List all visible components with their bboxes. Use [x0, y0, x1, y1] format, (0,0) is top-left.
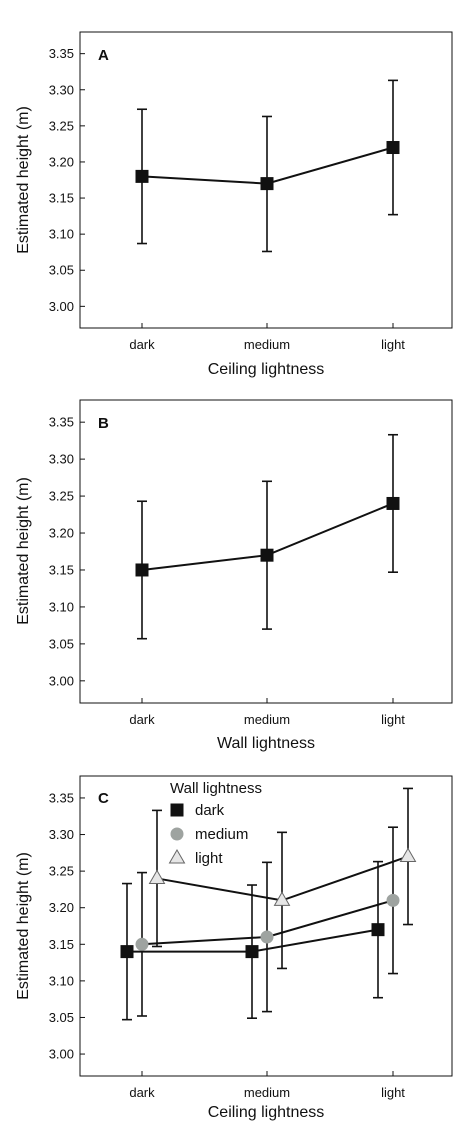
legend-marker-circle — [170, 827, 184, 841]
legend-marker-square — [170, 803, 184, 817]
panel-b-yticks: 3.00 3.05 3.10 3.15 3.20 3.25 3.30 3.35 — [49, 415, 85, 688]
data-point-square — [386, 496, 400, 510]
y-tick-label: 3.30 — [49, 82, 74, 97]
panel-a-ylabel: Estimated height (m) — [15, 106, 32, 254]
y-tick-label: 3.20 — [49, 526, 74, 541]
legend-entry-dark: dark — [195, 802, 225, 819]
data-point-square — [260, 548, 274, 562]
y-tick-label: 3.15 — [49, 937, 74, 952]
panel-a-xticks: dark medium light — [129, 323, 405, 352]
data-point-triangle — [399, 847, 417, 862]
panel-b-plot — [135, 433, 400, 640]
y-tick-label: 3.10 — [49, 973, 74, 988]
series-series0 — [135, 79, 400, 253]
y-tick-label: 3.15 — [49, 562, 74, 577]
y-tick-label: 3.05 — [49, 636, 74, 651]
y-tick-label: 3.25 — [49, 864, 74, 879]
x-tick-label: dark — [129, 712, 155, 727]
data-point-square — [120, 945, 134, 959]
data-point-circle — [386, 893, 400, 907]
x-tick-label: medium — [244, 712, 290, 727]
y-tick-label: 3.35 — [49, 46, 74, 61]
series-dark — [120, 860, 385, 1021]
x-tick-label: light — [381, 712, 405, 727]
y-tick-label: 3.35 — [49, 415, 74, 430]
panel-c-xticks: dark medium light — [129, 1071, 405, 1100]
data-point-square — [386, 141, 400, 155]
panel-b-xlabel: Wall lightness — [217, 735, 315, 752]
panel-b-xticks: dark medium light — [129, 698, 405, 727]
panel-c-ylabel: Estimated height (m) — [15, 852, 32, 1000]
y-tick-label: 3.30 — [49, 827, 74, 842]
legend-entry-light: light — [195, 850, 223, 867]
data-point-circle — [135, 937, 149, 951]
panel-b-ylabel: Estimated height (m) — [15, 477, 32, 625]
panel-c-frame — [79, 775, 453, 1077]
panel-b-frame — [79, 399, 453, 704]
data-point-triangle — [273, 891, 291, 906]
panel-a: A 3.00 3.05 3.10 3.15 3.20 3.25 3.30 3.35 dark m… — [15, 31, 453, 378]
panel-b: B 3.00 3.05 3.10 3.15 3.20 3.25 3.30 3.35 dark m… — [15, 399, 453, 752]
panel-c: C 3.00 3.05 3.10 3.15 3.20 3.25 3.30 3.35 dark m… — [15, 775, 453, 1121]
data-point-square — [135, 563, 149, 577]
y-tick-label: 3.05 — [49, 263, 74, 278]
legend-marker-triangle — [168, 848, 186, 864]
panel-b-letter: B — [98, 415, 109, 432]
panel-a-letter: A — [98, 47, 109, 64]
y-tick-label: 3.00 — [49, 299, 74, 314]
data-point-square — [371, 923, 385, 937]
panel-c-letter: C — [98, 790, 109, 807]
y-tick-label: 3.10 — [49, 227, 74, 242]
x-tick-label: dark — [129, 337, 155, 352]
y-tick-label: 3.25 — [49, 118, 74, 133]
y-tick-label: 3.15 — [49, 191, 74, 206]
y-tick-label: 3.00 — [49, 673, 74, 688]
data-point-square — [260, 177, 274, 191]
y-tick-label: 3.05 — [49, 1010, 74, 1025]
panel-a-plot — [135, 79, 400, 253]
panel-a-xlabel: Ceiling lightness — [208, 361, 325, 378]
y-tick-label: 3.20 — [49, 154, 74, 169]
x-tick-label: medium — [244, 1085, 290, 1100]
x-tick-label: light — [381, 1085, 405, 1100]
panel-a-yticks: 3.00 3.05 3.10 3.15 3.20 3.25 3.30 3.35 — [49, 46, 85, 314]
data-point-triangle — [148, 869, 166, 884]
y-tick-label: 3.25 — [49, 489, 74, 504]
legend-title: Wall lightness — [170, 780, 262, 797]
series-series0 — [135, 433, 400, 640]
panel-c-plot — [120, 787, 417, 1021]
legend-entry-medium: medium — [195, 826, 248, 843]
y-tick-label: 3.30 — [49, 452, 74, 467]
data-point-square — [135, 169, 149, 183]
panel-c-legend: Wall lightness dark medium light — [168, 780, 262, 867]
y-tick-label: 3.10 — [49, 599, 74, 614]
data-point-circle — [260, 930, 274, 944]
series-light — [148, 787, 417, 970]
data-point-square — [245, 945, 259, 959]
y-tick-label: 3.00 — [49, 1047, 74, 1062]
panel-c-xlabel: Ceiling lightness — [208, 1104, 325, 1121]
y-tick-label: 3.35 — [49, 790, 74, 805]
x-tick-label: medium — [244, 337, 290, 352]
x-tick-label: dark — [129, 1085, 155, 1100]
y-tick-label: 3.20 — [49, 900, 74, 915]
series-medium — [135, 826, 400, 1017]
x-tick-label: light — [381, 337, 405, 352]
panel-c-yticks: 3.00 3.05 3.10 3.15 3.20 3.25 3.30 3.35 — [49, 790, 85, 1062]
panel-a-frame — [79, 31, 453, 329]
